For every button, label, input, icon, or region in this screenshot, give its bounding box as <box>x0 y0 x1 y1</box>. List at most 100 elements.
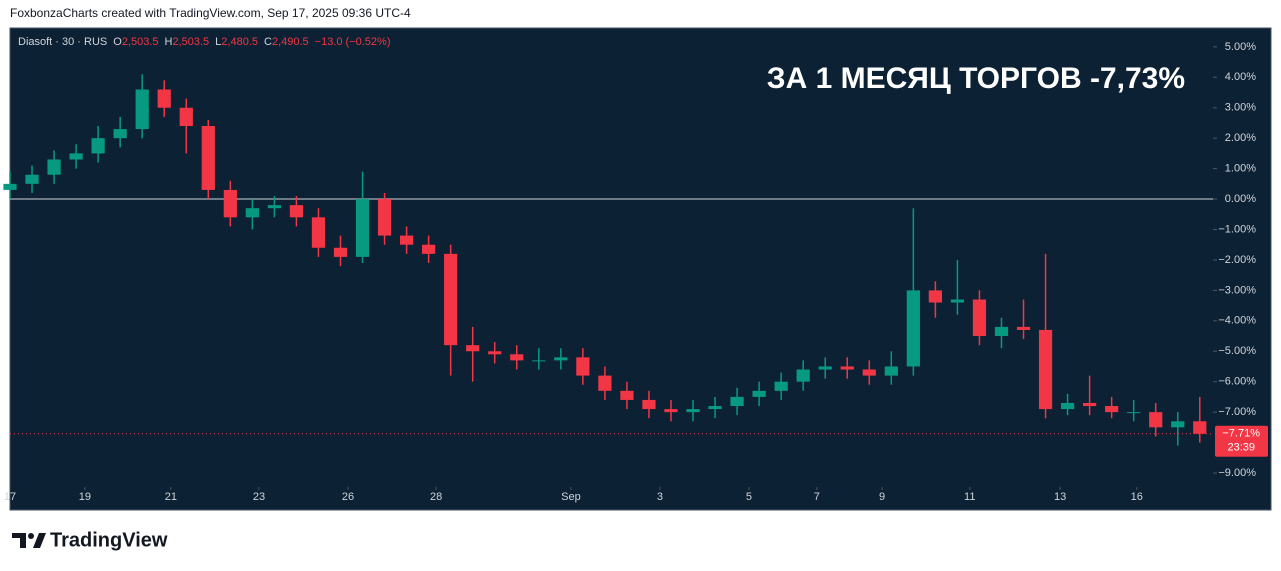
ohlc-value: 2,503.5 <box>172 36 209 48</box>
candle-body <box>928 290 942 303</box>
candle-body <box>532 360 546 362</box>
countdown: 23:39 <box>1227 442 1255 454</box>
ohlc-value: 2,503.5 <box>122 36 159 48</box>
x-tick-label: 26 <box>342 491 354 503</box>
candle-body <box>664 409 678 413</box>
candle-body <box>972 299 987 337</box>
candle-body <box>1171 421 1185 428</box>
candle-body <box>47 159 61 175</box>
plot: Diasoft · 30 · RUS O2,503.5 H2,503.5 L2,480… <box>3 36 1268 503</box>
candle-body <box>906 290 920 367</box>
candle-body <box>377 199 392 236</box>
y-tick-label: 5.00% <box>1225 41 1256 53</box>
brand: TradingView <box>50 529 168 551</box>
x-tick-label: 28 <box>430 491 442 503</box>
x-tick-label: 16 <box>1131 491 1143 503</box>
header: FoxbonzaCharts created with TradingView.… <box>10 6 411 20</box>
y-tick-label: 3.00% <box>1225 102 1256 114</box>
logo-icon <box>12 533 26 548</box>
y-tick-label: 4.00% <box>1225 71 1256 83</box>
candle-body <box>91 138 105 154</box>
candle-body <box>554 357 568 361</box>
last-price-label: −7.71% <box>1222 428 1260 440</box>
x-tick-label: 9 <box>879 491 885 503</box>
candle-body <box>333 247 348 257</box>
chart-frame <box>9 27 1272 511</box>
candle-body <box>884 366 898 376</box>
candle-body <box>950 299 965 303</box>
candle-body <box>862 369 876 376</box>
x-tick-label: Sep <box>561 491 581 503</box>
y-tick-label: −4.00% <box>1218 315 1256 327</box>
ohlc-value: 2,480.5 <box>221 36 258 48</box>
candle-body <box>1038 329 1053 410</box>
candle-body <box>796 369 810 382</box>
candle-body <box>642 399 656 410</box>
x-tick-label: 3 <box>657 491 663 503</box>
y-tick-label: −7.00% <box>1218 406 1256 418</box>
last-price-badge <box>1215 425 1268 457</box>
x-tick-label: 7 <box>814 491 820 503</box>
candle-body <box>510 354 524 361</box>
x-tick-label: 5 <box>746 491 752 503</box>
candle-body <box>466 345 480 352</box>
x-tick-label: 17 <box>4 491 16 503</box>
y-tick-label: −9.00% <box>1218 467 1256 479</box>
candle-body <box>223 189 237 218</box>
candle-body <box>620 390 634 400</box>
legend: Diasoft · 30 · RUS O2,503.5 H2,503.5 L2,480… <box>18 36 391 48</box>
candle-body <box>311 217 326 248</box>
candle-body <box>135 89 149 130</box>
ohlc-key: C <box>264 36 272 48</box>
x-tick-label: 19 <box>79 491 91 503</box>
logo-icon <box>33 533 46 548</box>
candle-body <box>157 89 171 108</box>
ohlc-value: 2,490.5 <box>272 36 309 48</box>
candle-body <box>69 153 83 160</box>
candle-body <box>1060 402 1075 410</box>
candle-body <box>1193 421 1207 434</box>
y-tick-label: −1.00% <box>1218 223 1256 235</box>
candle-body <box>752 390 766 397</box>
candle-body <box>1083 402 1097 407</box>
candle-body <box>994 326 1009 337</box>
y-tick-label: −5.00% <box>1218 345 1256 357</box>
chart-title: ЗА 1 МЕСЯЦ ТОРГОВ -7,73% <box>767 62 1185 95</box>
ohlc-key: H <box>165 36 173 48</box>
candle-body <box>730 396 744 407</box>
candle-body <box>774 381 788 391</box>
candle-body <box>25 174 39 184</box>
y-tick-label: −2.00% <box>1218 254 1256 266</box>
candle-body <box>245 208 259 218</box>
candle-body <box>1016 326 1031 330</box>
candle-body <box>488 351 502 355</box>
candle-body <box>3 183 17 190</box>
candle-body <box>179 107 193 127</box>
candle-body <box>1105 406 1119 413</box>
candle-body <box>818 366 832 370</box>
candle-body <box>355 199 370 257</box>
candle-body <box>289 205 304 218</box>
y-tick-label: −6.00% <box>1218 376 1256 388</box>
candle-body <box>399 235 414 245</box>
x-tick-label: 23 <box>253 491 265 503</box>
ohlc-key: O <box>113 36 122 48</box>
x-tick-label: 13 <box>1054 491 1066 503</box>
y-tick-label: 0.00% <box>1225 193 1256 205</box>
y-tick-label: 2.00% <box>1225 132 1256 144</box>
x-tick-label: 21 <box>165 491 177 503</box>
candle-body <box>113 129 127 139</box>
y-tick-label: 1.00% <box>1225 163 1256 175</box>
symbol: Diasoft · 30 · RUS <box>18 36 107 48</box>
candle-body <box>598 375 612 391</box>
logo: TradingView <box>12 529 168 551</box>
candle-body <box>1127 412 1141 414</box>
candle-body <box>201 126 215 190</box>
candle-body <box>444 253 458 346</box>
y-tick-label: −3.00% <box>1218 284 1256 296</box>
candle-body <box>267 205 282 209</box>
candle-body <box>422 244 436 254</box>
logo-icon <box>28 533 34 539</box>
candle-body <box>686 409 700 413</box>
